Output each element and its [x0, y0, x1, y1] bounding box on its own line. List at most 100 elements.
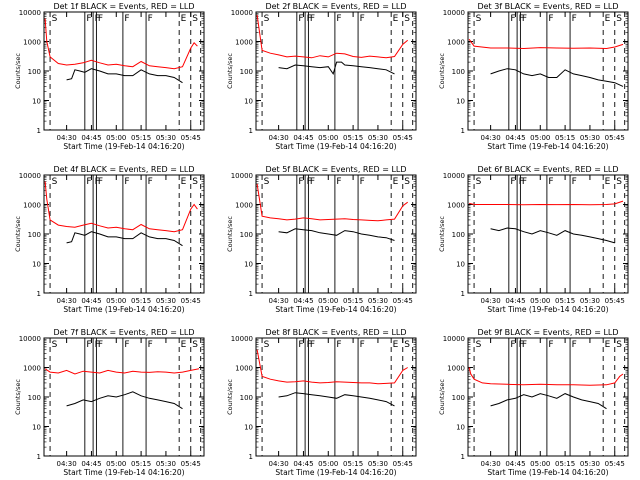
x-tick-label: 05:30 — [368, 297, 388, 305]
event-marker-label: S — [476, 340, 482, 350]
series-lld-line — [468, 367, 624, 386]
series-events-line — [66, 231, 183, 247]
x-tick-label: 04:30 — [481, 134, 501, 142]
x-tick-label: 05:45 — [393, 134, 413, 142]
y-axis-label: Counts/sec — [14, 216, 22, 252]
event-marker-label: F — [519, 177, 524, 187]
event-marker-label: S — [616, 177, 622, 187]
y-tick-label: 100 — [240, 231, 253, 239]
x-axis-label: Start Time (19-Feb-14 04:16:20) — [63, 468, 184, 477]
y-tick-label: 1 — [461, 290, 465, 298]
panel-title: Det 9f BLACK = Events, RED = LLD — [477, 328, 618, 337]
x-tick-label: 05:45 — [181, 297, 201, 305]
event-marker-label: F — [95, 14, 100, 24]
event-marker-label: S — [192, 177, 198, 187]
detector-panel-3: Det 3f BLACK = Events, RED = LLD 1 10 100 10… — [438, 2, 629, 151]
event-marker-label: F — [548, 14, 553, 24]
x-tick-label: 04:45 — [505, 297, 525, 305]
event-marker-label: F — [572, 340, 577, 350]
y-tick-label: 10000 — [19, 172, 41, 180]
x-tick-label: 04:45 — [81, 297, 101, 305]
series-events-line — [278, 228, 395, 241]
x-tick-label: 05:45 — [605, 134, 625, 142]
y-tick-label: 100 — [28, 68, 41, 76]
y-tick-label: 1000 — [447, 202, 465, 210]
y-tick-label: 10000 — [443, 9, 465, 17]
event-marker-label: S — [52, 14, 58, 24]
event-marker-label: F — [510, 14, 515, 24]
event-marker-label: S — [616, 14, 622, 24]
y-tick-label: 1 — [461, 453, 465, 461]
series-lld-line — [256, 183, 408, 222]
series-lld-line — [44, 368, 200, 375]
x-tick-label: 05:00 — [530, 297, 550, 305]
event-marker-label: F — [572, 177, 577, 187]
y-tick-label: 10000 — [231, 335, 253, 343]
event-marker-label: F — [95, 177, 100, 187]
x-tick-label: 05:15 — [555, 460, 575, 468]
event-marker-label: S — [404, 177, 410, 187]
event-marker-label: F — [310, 340, 315, 350]
x-tick-label: 05:30 — [156, 134, 176, 142]
plot-frame — [467, 174, 629, 294]
y-tick-label: 10000 — [443, 172, 465, 180]
event-marker-label: F — [124, 14, 129, 24]
y-tick-label: 1 — [249, 290, 253, 298]
event-marker-label: F — [548, 340, 553, 350]
event-marker-label: E — [393, 177, 399, 187]
x-tick-label: 05:00 — [530, 460, 550, 468]
x-tick-label: 04:30 — [481, 297, 501, 305]
event-marker-label: S — [264, 340, 270, 350]
plot-frame — [43, 11, 205, 131]
y-axis-label: Counts/sec — [14, 53, 22, 89]
x-tick-label: 05:15 — [131, 297, 151, 305]
x-tick-label: 05:30 — [580, 297, 600, 305]
detector-panel-7: Det 7f BLACK = Events, RED = LLD 1 10 100 10… — [14, 328, 205, 477]
event-marker-label: F — [360, 177, 365, 187]
series-events-line — [490, 227, 615, 244]
y-tick-label: 10 — [244, 98, 253, 106]
plot-frame — [255, 174, 417, 294]
plot-frame — [43, 174, 205, 294]
panel-title: Det 7f BLACK = Events, RED = LLD — [53, 328, 194, 337]
event-marker-label: F — [86, 14, 91, 24]
event-marker-label: S — [404, 340, 410, 350]
y-axis-label: Counts/sec — [226, 53, 234, 89]
event-marker-label: F — [310, 14, 315, 24]
event-marker-label: F — [86, 340, 91, 350]
y-tick-label: 1000 — [235, 365, 253, 373]
event-marker-label: S — [192, 340, 198, 350]
detector-panel-5: Det 5f BLACK = Events, RED = LLD 1 10 100 10… — [226, 165, 417, 314]
y-axis-label: Counts/sec — [438, 216, 446, 252]
y-tick-label: 1000 — [447, 39, 465, 47]
event-marker-label: F — [310, 177, 315, 187]
event-marker-label: F — [95, 340, 100, 350]
event-marker-label: F — [148, 177, 153, 187]
y-tick-label: 1000 — [23, 202, 41, 210]
x-tick-label: 04:45 — [505, 134, 525, 142]
event-marker-label: S — [52, 340, 58, 350]
event-marker-label: F — [148, 340, 153, 350]
event-marker-label: S — [616, 340, 622, 350]
x-tick-label: 05:00 — [106, 297, 126, 305]
event-marker-label: F — [298, 340, 303, 350]
event-marker-label: E — [181, 14, 187, 24]
x-tick-label: 05:30 — [156, 297, 176, 305]
series-events-line — [490, 393, 607, 410]
plot-frame — [255, 11, 417, 131]
x-tick-label: 04:30 — [57, 460, 77, 468]
event-marker-label: F — [298, 14, 303, 24]
y-tick-label: 100 — [452, 394, 465, 402]
y-tick-label: 100 — [452, 68, 465, 76]
y-tick-label: 1 — [249, 127, 253, 135]
y-tick-label: 1000 — [23, 365, 41, 373]
y-tick-label: 1000 — [235, 202, 253, 210]
y-tick-label: 10 — [456, 424, 465, 432]
series-events-line — [278, 61, 395, 76]
series-lld-line — [44, 181, 198, 233]
x-tick-label: 04:45 — [293, 134, 313, 142]
x-tick-label: 05:45 — [605, 297, 625, 305]
y-axis-label: Counts/sec — [226, 216, 234, 252]
event-marker-label: F — [522, 177, 527, 187]
x-tick-label: 04:30 — [269, 297, 289, 305]
